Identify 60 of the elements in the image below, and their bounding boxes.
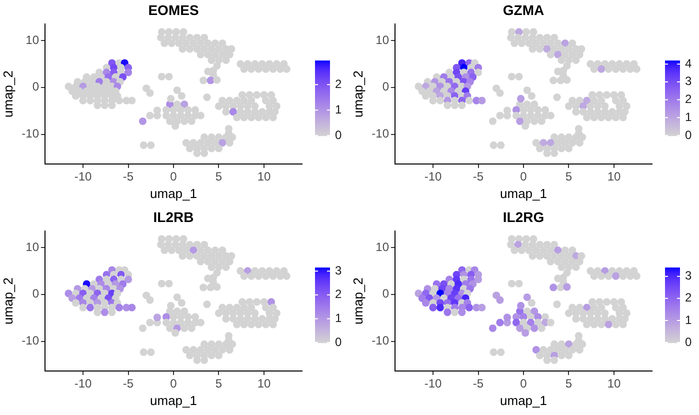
y-tick-label: 10 [376,240,390,254]
y-tick-label: 10 [26,240,40,254]
y-tick-label: -10 [22,126,40,141]
y-tick-label: 0 [382,80,390,94]
y-tick-label: -10 [22,334,40,348]
x-tick-label: 10 [257,376,271,391]
color-bar-label: 3 [335,263,342,278]
y-tick-label: 10 [26,32,40,47]
chart-title: IL2RB [153,208,194,225]
x-tick-label: -10 [424,376,442,391]
color-bar-label: 3 [685,74,692,88]
x-tick-label: -5 [472,376,484,391]
x-tick-label: 0 [170,170,178,184]
y-tick-label: -10 [372,126,390,141]
x-tick-label: 0 [520,376,528,391]
color-bar-label: 1 [685,312,692,327]
x-tick-label: 5 [215,170,222,184]
y-axis-title: umap_2 [350,70,366,118]
x-tick-label: -5 [122,170,134,184]
x-tick-label: 10 [257,170,271,184]
x-tick-label: -5 [472,170,484,184]
x-tick-label: -10 [74,376,92,391]
color-bar-label: 2 [685,290,692,305]
color-bar-label: 1 [335,102,342,116]
y-axis-title: umap_2 [0,278,16,324]
x-axis-title: umap_1 [150,392,197,408]
x-tick-label: 0 [170,376,178,391]
x-tick-label: 5 [565,376,572,391]
color-bar-label: 1 [685,110,692,124]
x-axis-title: umap_1 [500,186,547,201]
color-bar-label: 0 [335,334,342,349]
x-tick-label: 5 [565,170,572,184]
color-bar-label: 0 [685,334,692,349]
y-tick-label: 10 [376,32,390,47]
color-bar-label: 3 [685,268,692,283]
y-tick-label: 0 [382,286,390,301]
x-tick-label: 0 [520,170,528,184]
chart-title: IL2RG [502,208,544,225]
color-bar-label: 1 [335,311,342,326]
y-tick-label: 0 [32,80,40,94]
y-axis-title: umap_2 [0,70,16,118]
x-tick-label: -10 [74,170,92,184]
y-tick-label: -10 [372,334,390,348]
color-bar-label: 4 [685,56,692,70]
x-tick-label: 5 [215,376,222,391]
y-axis-title: umap_2 [350,278,366,324]
color-bar-label: 2 [335,76,342,91]
x-tick-label: -5 [122,376,134,391]
x-tick-label: -10 [424,170,442,184]
chart-title: GZMA [502,2,544,18]
y-tick-label: 0 [32,286,40,301]
color-bar-label: 0 [335,128,342,142]
chart-title: EOMES [148,2,199,18]
x-axis-title: umap_1 [500,392,547,408]
color-bar-label: 0 [685,128,692,142]
color-bar-label: 2 [685,92,692,106]
color-bar-label: 2 [335,287,342,302]
x-tick-label: 10 [607,376,621,391]
x-axis-title: umap_1 [150,186,197,201]
x-tick-label: 10 [607,170,621,184]
